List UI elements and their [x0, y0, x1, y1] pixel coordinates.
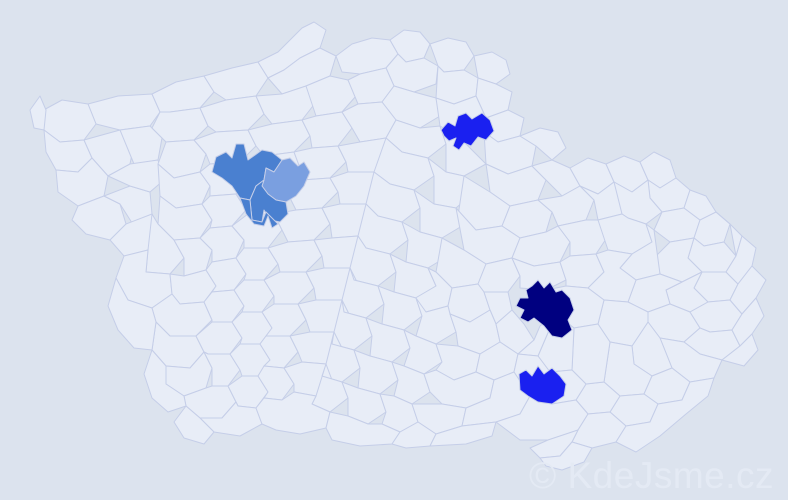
district-base[interactable]	[273, 207, 331, 243]
district-base[interactable]	[235, 247, 279, 281]
district-base[interactable]	[301, 111, 353, 149]
district-base[interactable]	[495, 395, 589, 441]
district-base[interactable]	[199, 225, 245, 263]
highlighted-district-southeast[interactable]	[518, 365, 567, 405]
district-base[interactable]	[391, 361, 431, 405]
district-base[interactable]	[203, 351, 241, 387]
district-base[interactable]	[119, 125, 163, 165]
district-base[interactable]	[413, 189, 463, 239]
district-base[interactable]	[537, 185, 595, 227]
district-base[interactable]	[429, 421, 497, 447]
district-base[interactable]	[261, 303, 307, 337]
district-base[interactable]	[353, 349, 399, 395]
district-base[interactable]	[87, 93, 161, 131]
district-base[interactable]	[199, 95, 265, 133]
district-base[interactable]	[173, 405, 215, 445]
district-base[interactable]	[247, 119, 311, 157]
district-base[interactable]	[511, 257, 567, 291]
district-base[interactable]	[557, 219, 609, 257]
district-base[interactable]	[377, 285, 423, 331]
district-base[interactable]	[203, 289, 245, 323]
district-base[interactable]	[267, 239, 323, 273]
district-base[interactable]	[203, 61, 269, 101]
district-base[interactable]	[55, 157, 109, 207]
district-base[interactable]	[201, 193, 247, 229]
district-base[interactable]	[259, 335, 299, 369]
district-base[interactable]	[539, 441, 593, 471]
highlighted-district-north[interactable]	[440, 112, 495, 151]
district-base[interactable]	[205, 257, 247, 293]
district-base[interactable]	[29, 95, 47, 131]
district-base[interactable]	[263, 271, 315, 305]
district-base[interactable]	[365, 317, 411, 363]
district-base[interactable]	[233, 279, 275, 313]
district-base[interactable]	[721, 333, 759, 367]
district-base[interactable]	[151, 107, 209, 143]
highlighted-district-east[interactable]	[515, 279, 575, 339]
district-base[interactable]	[255, 391, 331, 435]
highlighted-district-central-tail[interactable]	[239, 197, 279, 229]
district-base[interactable]	[403, 329, 443, 375]
district-base[interactable]	[255, 85, 317, 125]
district-base[interactable]	[341, 381, 387, 425]
district-base[interactable]	[615, 377, 715, 453]
district-base[interactable]	[519, 127, 567, 161]
highlighted-district-layer	[211, 112, 575, 405]
district-base[interactable]	[257, 365, 295, 401]
watermark: © KdeJsme.cz	[528, 455, 774, 496]
base-district-layer	[29, 21, 767, 471]
district-base[interactable]	[587, 249, 637, 303]
